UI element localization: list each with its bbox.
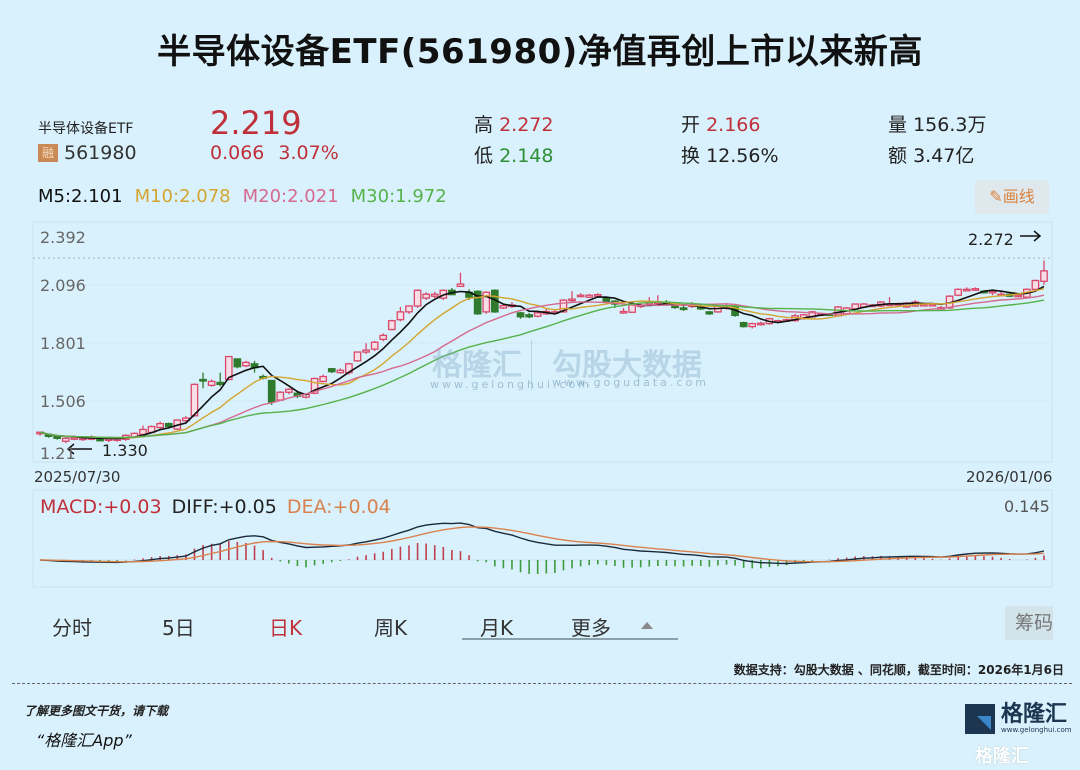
watermark-gelonghui: 格隆汇 [432, 348, 522, 383]
watermark-divider [531, 340, 532, 390]
dea-value: DEA:+0.04 [286, 496, 391, 518]
price-change: 0.066 3.07% [210, 142, 353, 164]
macd-legend: MACD:+0.03 DIFF:+0.05 DEA:+0.04 [40, 496, 391, 518]
turnover-stat: 换 12.56% [681, 141, 779, 168]
start-date: 2025/07/30 [34, 468, 121, 486]
gelonghui-logo: 格隆汇 www.gelonghui.com [965, 704, 1072, 734]
logo-url: www.gelonghui.com [1001, 726, 1072, 734]
min-annotation: 1.330 [102, 441, 148, 460]
y-tick-label: 1.801 [40, 334, 86, 353]
ma10-label: M10:2.078 [134, 186, 231, 207]
logo-name: 格隆汇 [1001, 702, 1068, 727]
amount-stat: 额 3.47亿 [888, 141, 974, 168]
ma30-label: M30:1.972 [350, 186, 447, 207]
promo-app-name: “格隆汇App” [36, 731, 132, 750]
candles [36, 260, 1048, 444]
macd-value: MACD:+0.03 [40, 496, 162, 518]
data-source-note: 数据支持：勾股大数据 、同花顺，截至时间：2026年1月6日 [733, 663, 1064, 677]
logo-mark-icon [965, 704, 995, 734]
watermark-gogudata: 勾股大数据 [552, 348, 702, 383]
low-value: 2.148 [499, 145, 554, 167]
candlestick-chart[interactable] [0, 0, 1080, 600]
open-value: 2.166 [706, 114, 761, 136]
last-price: 2.219 [210, 104, 302, 142]
logo-watermark: 格隆汇 [975, 746, 1029, 767]
watermark-gelonghui-url: www.gelonghui.com [430, 378, 592, 391]
tab-weekly-k[interactable]: 周K [374, 616, 408, 640]
low-stat: 低 2.148 [474, 141, 553, 168]
price-plot-area [32, 221, 1053, 463]
page-title: 半导体设备ETF(561980)净值再创上市以来新高 [157, 32, 923, 72]
tab-intraday[interactable]: 分时 [52, 616, 92, 640]
tab-daily-k[interactable]: 日K [269, 616, 303, 640]
y-tick-label: 2.392 [40, 228, 86, 247]
change-percent: 3.07% [278, 142, 339, 164]
low-label: 低 [474, 145, 494, 167]
turnover-value: 12.56% [706, 145, 779, 167]
end-date: 2026/01/06 [966, 468, 1053, 486]
macd-max-label: 0.145 [1004, 497, 1050, 516]
y-tick-label: 1.506 [40, 392, 86, 411]
watermark-gogudata-url: www.gogudata.com [552, 376, 709, 389]
macd-lines [39, 522, 1045, 565]
amount-value: 3.47亿 [913, 145, 975, 167]
ma5-label: M5:2.101 [38, 186, 123, 207]
change-value: 0.066 [210, 142, 265, 164]
promo-text: 了解更多图文干货，请下载 [24, 704, 169, 718]
y-tick-label: 2.096 [40, 276, 86, 295]
volume-value: 156.3万 [913, 114, 987, 136]
macd-histogram [47, 541, 1045, 575]
min-annotation-arrow [66, 443, 92, 455]
y-tick-label: 1.21 [40, 444, 76, 463]
amount-label: 额 [888, 145, 908, 167]
ma-legend: M5:2.101 M10:2.078 M20:2.021 M30:1.972 [38, 186, 447, 207]
security-code: 融 561980 [38, 142, 137, 164]
max-annotation-arrow [1020, 230, 1042, 242]
divider [12, 683, 1072, 684]
chip-distribution-button[interactable]: 筹码 [1005, 606, 1053, 640]
volume-label: 量 [888, 114, 908, 136]
high-value: 2.272 [499, 114, 554, 136]
turnover-label: 换 [681, 145, 701, 167]
max-annotation: 2.272 [968, 230, 1014, 249]
security-name: 半导体设备ETF [38, 121, 134, 137]
tab-more[interactable]: 更多 [571, 616, 611, 640]
caret-up-icon[interactable] [641, 622, 653, 629]
open-stat: 开 2.166 [681, 110, 760, 137]
code-value: 561980 [64, 142, 137, 164]
ma-lines [39, 285, 1045, 440]
tab-monthly-k[interactable]: 月K [480, 616, 514, 640]
macd-plot-area [32, 489, 1053, 588]
chip-button-label: 筹码 [1014, 612, 1053, 634]
margin-badge: 融 [38, 144, 58, 162]
high-label: 高 [474, 114, 494, 136]
tab-5day[interactable]: 5日 [162, 616, 195, 640]
draw-line-button[interactable]: ✎画线 [975, 180, 1049, 214]
open-label: 开 [681, 114, 701, 136]
high-stat: 高 2.272 [474, 110, 553, 137]
tab-underline [462, 638, 678, 640]
ma20-label: M20:2.021 [242, 186, 339, 207]
diff-value: DIFF:+0.05 [171, 496, 277, 518]
volume-stat: 量 156.3万 [888, 110, 986, 137]
